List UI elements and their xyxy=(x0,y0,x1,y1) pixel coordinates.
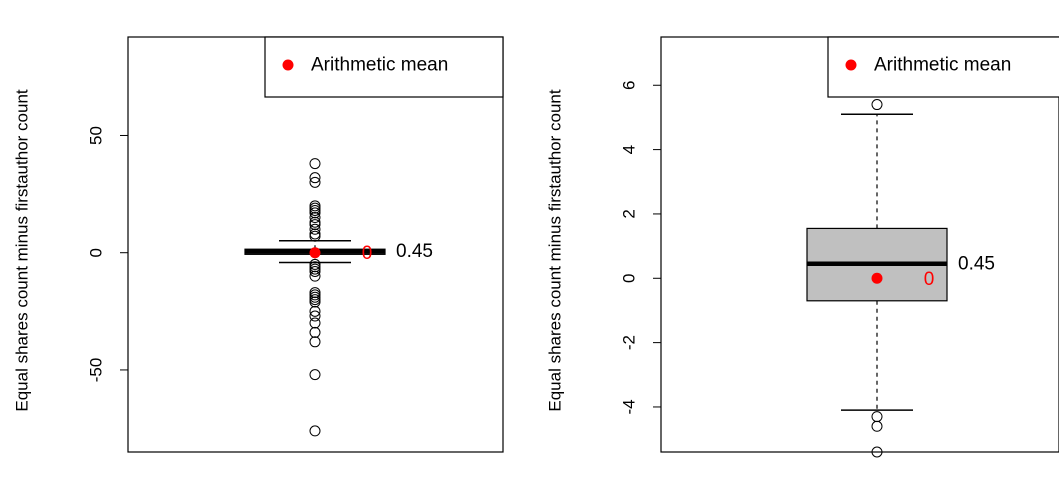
y-tick-label: 0 xyxy=(620,274,639,283)
legend: Arithmetic mean xyxy=(264,36,504,98)
outlier-point xyxy=(309,425,321,437)
mean-point xyxy=(309,247,321,259)
outlier-point xyxy=(309,228,321,240)
y-tick-label: 0 xyxy=(87,248,106,257)
chart-panel-2: -4 -2 0 2 4 6 Equal shares count minus firstau… xyxy=(546,36,1059,458)
plot-frame xyxy=(127,36,504,453)
outlier-point xyxy=(309,291,321,303)
outlier-point xyxy=(871,446,883,458)
mean-point xyxy=(871,272,883,284)
outlier-point xyxy=(871,420,883,432)
outlier-point xyxy=(309,207,321,219)
outlier-point xyxy=(309,289,321,301)
outlier-point xyxy=(309,294,321,306)
outlier-point xyxy=(309,369,321,381)
y-tick-label: 50 xyxy=(87,126,106,145)
median-value-label: 0.45 xyxy=(396,241,433,262)
outlier-point xyxy=(309,261,321,273)
outlier-point xyxy=(309,317,321,329)
mean-value-label: 0 xyxy=(924,269,935,290)
legend: Arithmetic mean xyxy=(827,36,1059,98)
legend-marker xyxy=(845,59,857,71)
outlier-point xyxy=(309,172,321,184)
y-tick-label: -2 xyxy=(620,335,639,350)
outlier-point xyxy=(309,326,321,338)
y-tick-label: -50 xyxy=(87,358,106,383)
outlier-point xyxy=(309,296,321,308)
outlier-point xyxy=(309,212,321,224)
legend-label: Arithmetic mean xyxy=(874,55,1011,76)
legend-box xyxy=(264,36,504,98)
y-tick-label: 2 xyxy=(620,209,639,218)
outlier-point xyxy=(309,216,321,228)
outlier-point xyxy=(309,219,321,231)
outlier-point xyxy=(309,202,321,214)
outlier-point xyxy=(309,230,321,242)
outlier-point xyxy=(309,223,321,235)
outlier-point xyxy=(309,205,321,217)
median-value-label: 0.45 xyxy=(958,253,995,274)
y-tick-label: 4 xyxy=(620,145,639,154)
outlier-point xyxy=(309,310,321,322)
outlier-point xyxy=(309,270,321,282)
outlier-point xyxy=(309,158,321,170)
outlier-point xyxy=(309,287,321,299)
outlier-point xyxy=(871,99,883,111)
legend-box xyxy=(827,36,1059,98)
outlier-point xyxy=(871,411,883,423)
outlier-point xyxy=(309,336,321,348)
y-axis-label: Equal shares count minus firstauthor cou… xyxy=(546,89,565,412)
outlier-point xyxy=(309,263,321,275)
legend-marker xyxy=(282,59,294,71)
legend-label: Arithmetic mean xyxy=(311,55,448,76)
outlier-point xyxy=(309,200,321,212)
outlier-point xyxy=(309,258,321,270)
outlier-point xyxy=(309,265,321,277)
chart-panel-1: -50 0 50 Equal shares count minus firstauth… xyxy=(13,36,504,453)
y-tick-label: -4 xyxy=(620,399,639,414)
y-tick-label: 6 xyxy=(620,81,639,90)
outlier-point xyxy=(309,305,321,317)
outlier-point xyxy=(309,176,321,188)
y-axis-label: Equal shares count minus firstauthor cou… xyxy=(13,89,32,412)
mean-value-label: 0 xyxy=(362,243,373,264)
